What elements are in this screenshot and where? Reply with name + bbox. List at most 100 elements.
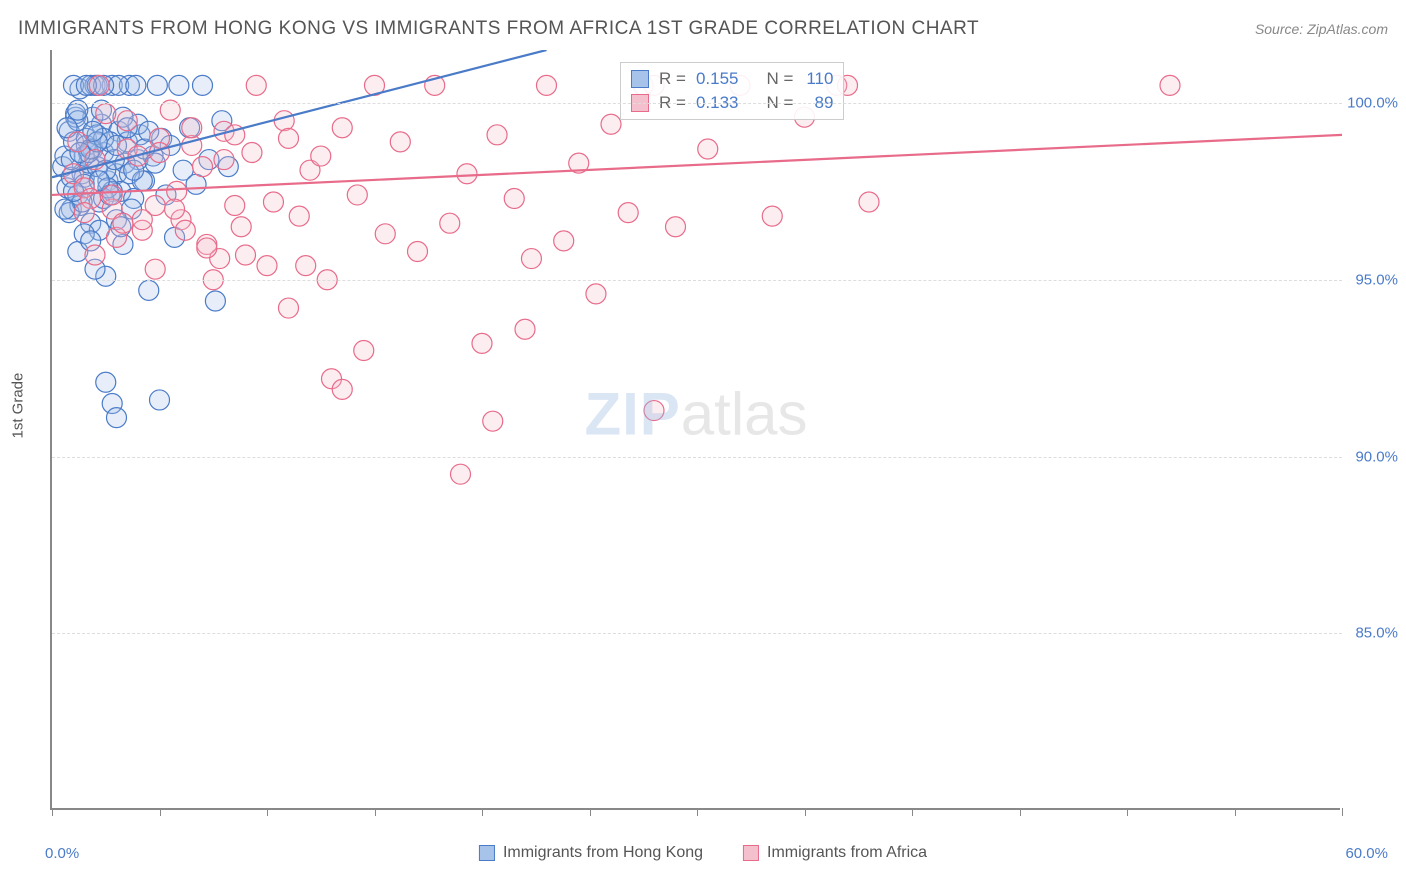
y-tick-label: 90.0% (1355, 448, 1398, 465)
scatter-point (375, 224, 395, 244)
scatter-point (483, 411, 503, 431)
x-tick (1127, 808, 1128, 816)
scatter-point (332, 118, 352, 138)
scatter-point (408, 241, 428, 261)
gridline (52, 457, 1342, 458)
scatter-point (193, 157, 213, 177)
plot-area: ZIPatlas R =0.155N =110R =0.133N =89 85.… (50, 50, 1340, 810)
r-value: 0.155 (696, 69, 739, 89)
scatter-point (279, 128, 299, 148)
legend-swatch-icon (631, 70, 649, 88)
scatter-point (311, 146, 331, 166)
y-tick-label: 95.0% (1355, 271, 1398, 288)
x-tick (267, 808, 268, 816)
scatter-point (257, 256, 277, 276)
scatter-point (296, 256, 316, 276)
scatter-point (236, 245, 256, 265)
scatter-point (618, 203, 638, 223)
x-tick (1342, 808, 1343, 816)
scatter-point (289, 206, 309, 226)
scatter-point (139, 280, 159, 300)
stats-box: R =0.155N =110R =0.133N =89 (620, 62, 844, 120)
y-tick-label: 85.0% (1355, 625, 1398, 642)
scatter-point (186, 174, 206, 194)
scatter-point (762, 206, 782, 226)
legend-item: Immigrants from Hong Kong (479, 844, 703, 862)
x-tick (697, 808, 698, 816)
scatter-point (182, 118, 202, 138)
y-axis-label: 1st Grade (10, 373, 27, 439)
scatter-point (126, 75, 146, 95)
scatter-point (354, 340, 374, 360)
source-label: Source: ZipAtlas.com (1255, 21, 1388, 37)
x-tick (805, 808, 806, 816)
x-tick (52, 808, 53, 816)
plot-container: ZIPatlas R =0.155N =110R =0.133N =89 85.… (50, 50, 1340, 810)
scatter-point (537, 75, 557, 95)
scatter-point (521, 249, 541, 269)
scatter-point (145, 259, 165, 279)
scatter-point (107, 408, 127, 428)
scatter-point (68, 132, 88, 152)
scatter-point (225, 196, 245, 216)
gridline (52, 103, 1342, 104)
x-max-label: 60.0% (1345, 845, 1388, 862)
r-label: R = (659, 69, 686, 89)
scatter-point (169, 75, 189, 95)
trend-line (52, 135, 1342, 195)
x-tick (912, 808, 913, 816)
legend-item: Immigrants from Africa (743, 844, 927, 862)
scatter-point (457, 164, 477, 184)
x-tick (1235, 808, 1236, 816)
scatter-point (246, 75, 266, 95)
scatter-point (85, 245, 105, 265)
scatter-point (347, 185, 367, 205)
chart-title: IMMIGRANTS FROM HONG KONG VS IMMIGRANTS … (18, 18, 979, 40)
scatter-point (102, 185, 122, 205)
gridline (52, 280, 1342, 281)
scatter-point (390, 132, 410, 152)
scatter-point (231, 217, 251, 237)
scatter-point (263, 192, 283, 212)
scatter-point (167, 181, 187, 201)
scatter-point (515, 319, 535, 339)
scatter-svg (52, 50, 1342, 810)
x-min-label: 0.0% (45, 845, 79, 862)
scatter-point (55, 199, 75, 219)
scatter-point (698, 139, 718, 159)
legend-label: Immigrants from Hong Kong (503, 844, 703, 862)
legend-swatch-icon (743, 845, 759, 861)
legend-swatch-icon (479, 845, 495, 861)
scatter-point (74, 203, 94, 223)
y-tick-label: 100.0% (1347, 95, 1398, 112)
stats-row: R =0.155N =110 (631, 67, 833, 91)
scatter-point (113, 213, 133, 233)
scatter-point (197, 238, 217, 258)
scatter-point (554, 231, 574, 251)
scatter-point (504, 188, 524, 208)
scatter-point (332, 379, 352, 399)
scatter-point (487, 125, 507, 145)
scatter-point (175, 220, 195, 240)
gridline (52, 633, 1342, 634)
scatter-point (451, 464, 471, 484)
scatter-point (440, 213, 460, 233)
scatter-point (165, 199, 185, 219)
n-label: N = (766, 69, 793, 89)
scatter-point (644, 401, 664, 421)
scatter-point (214, 150, 234, 170)
scatter-point (242, 143, 262, 163)
scatter-point (1160, 75, 1180, 95)
x-tick (590, 808, 591, 816)
x-tick (375, 808, 376, 816)
scatter-point (472, 333, 492, 353)
scatter-point (132, 210, 152, 230)
scatter-point (205, 291, 225, 311)
scatter-point (586, 284, 606, 304)
x-tick (160, 808, 161, 816)
legend-bottom: Immigrants from Hong Kong Immigrants from… (479, 844, 927, 862)
scatter-point (150, 390, 170, 410)
scatter-point (89, 75, 109, 95)
scatter-point (147, 75, 167, 95)
scatter-point (274, 111, 294, 131)
